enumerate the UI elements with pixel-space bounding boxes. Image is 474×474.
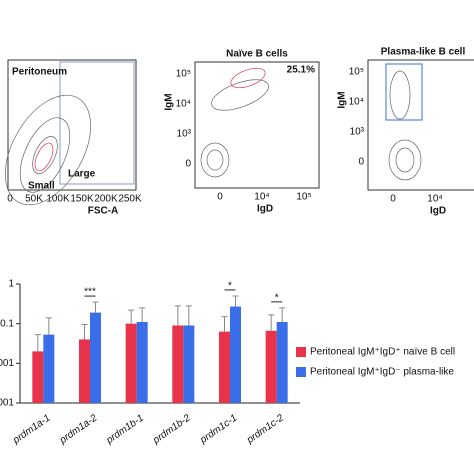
y-tick-label: 1: [8, 279, 14, 290]
gate-label: Small: [28, 181, 55, 192]
error-bar: [232, 295, 239, 307]
y-axis-label: IgM: [164, 93, 175, 110]
significance-label: ***: [84, 287, 96, 298]
bar: [79, 339, 90, 403]
error-bar: [221, 316, 228, 332]
bar: [183, 325, 195, 403]
legend-swatch: [296, 347, 306, 357]
error-bar: [45, 317, 52, 335]
gate-label: Peritoneum: [12, 67, 67, 78]
gate-label: Large: [68, 169, 96, 180]
bar: [32, 351, 44, 403]
panel-title: Plasma-like B cell: [381, 47, 466, 58]
x-tick-label: 10⁵: [296, 192, 311, 203]
bar: [265, 330, 277, 403]
panel-title: Naïve B cells: [226, 49, 288, 60]
error-bar: [174, 305, 181, 326]
bar: [172, 325, 184, 403]
x-tick-label: prdm1a-1: [10, 413, 52, 447]
x-tick-label: prdm1b-1: [104, 413, 146, 447]
legend-label: Peritoneal IgM⁺IgD⁻ plasma-like: [310, 367, 454, 378]
y-tick-label: 0: [185, 159, 191, 170]
x-axis-label: FSC-A: [88, 206, 119, 217]
x-tick-label: 250K: [118, 194, 142, 205]
y-tick-label: 10³: [177, 129, 192, 140]
error-bar: [268, 314, 275, 331]
y-tick-label: 10³: [350, 127, 365, 138]
y-tick-label: 10⁴: [176, 99, 191, 110]
contours: [5, 67, 422, 206]
panel-frames: [7, 59, 474, 191]
bar: [219, 331, 230, 403]
y-axis-label: IgM: [337, 91, 348, 108]
x-tick-label: prdm1a-2: [57, 412, 100, 446]
bar: [90, 312, 101, 403]
x-tick-label: prdm1b-2: [150, 412, 193, 446]
bar: [136, 322, 148, 403]
bar: [125, 323, 137, 403]
x-tick-label: 200K: [94, 194, 118, 205]
x-axis-label: IgD: [257, 204, 273, 215]
x-tick-label: prdm1c-1: [197, 413, 239, 447]
error-bar: [279, 307, 286, 323]
x-axis-label: IgD: [430, 206, 446, 217]
x-tick-label: 0: [7, 194, 13, 205]
error-bar: [92, 301, 99, 313]
legend-label: Peritoneal IgM⁺IgD⁺ naïve B cell: [310, 347, 455, 358]
x-tick-label: 100K: [46, 194, 70, 205]
error-bar: [139, 307, 146, 323]
significance-label: *: [228, 281, 232, 292]
x-tick-label: prdm1c-2: [244, 412, 286, 446]
error-bar: [185, 305, 192, 326]
y-tick-label: 0: [358, 157, 364, 168]
bar: [276, 322, 288, 403]
error-bar: [34, 334, 41, 352]
error-bar: [128, 309, 135, 324]
y-tick-label: 0.1: [0, 318, 14, 329]
x-tick-label: 150K: [70, 194, 94, 205]
x-tick-label: 10⁴: [254, 192, 269, 203]
significance-label: *: [275, 293, 279, 304]
bar: [230, 306, 241, 403]
y-tick-label: 001: [0, 398, 14, 409]
gate-percent: 25.1%: [287, 65, 315, 76]
y-tick-label: 10⁴: [349, 97, 364, 108]
y-tick-label: 10⁵: [349, 67, 364, 78]
error-bar: [81, 324, 88, 340]
x-tick-label: 0: [217, 192, 223, 203]
x-tick-label: 10⁴: [427, 194, 442, 205]
legend-swatch: [296, 367, 306, 377]
x-tick-label: 0: [390, 194, 396, 205]
bar: [43, 334, 55, 403]
y-tick-label: 10⁵: [176, 69, 191, 80]
x-tick-label: 50K: [25, 194, 43, 205]
y-tick-label: 001: [0, 358, 14, 369]
